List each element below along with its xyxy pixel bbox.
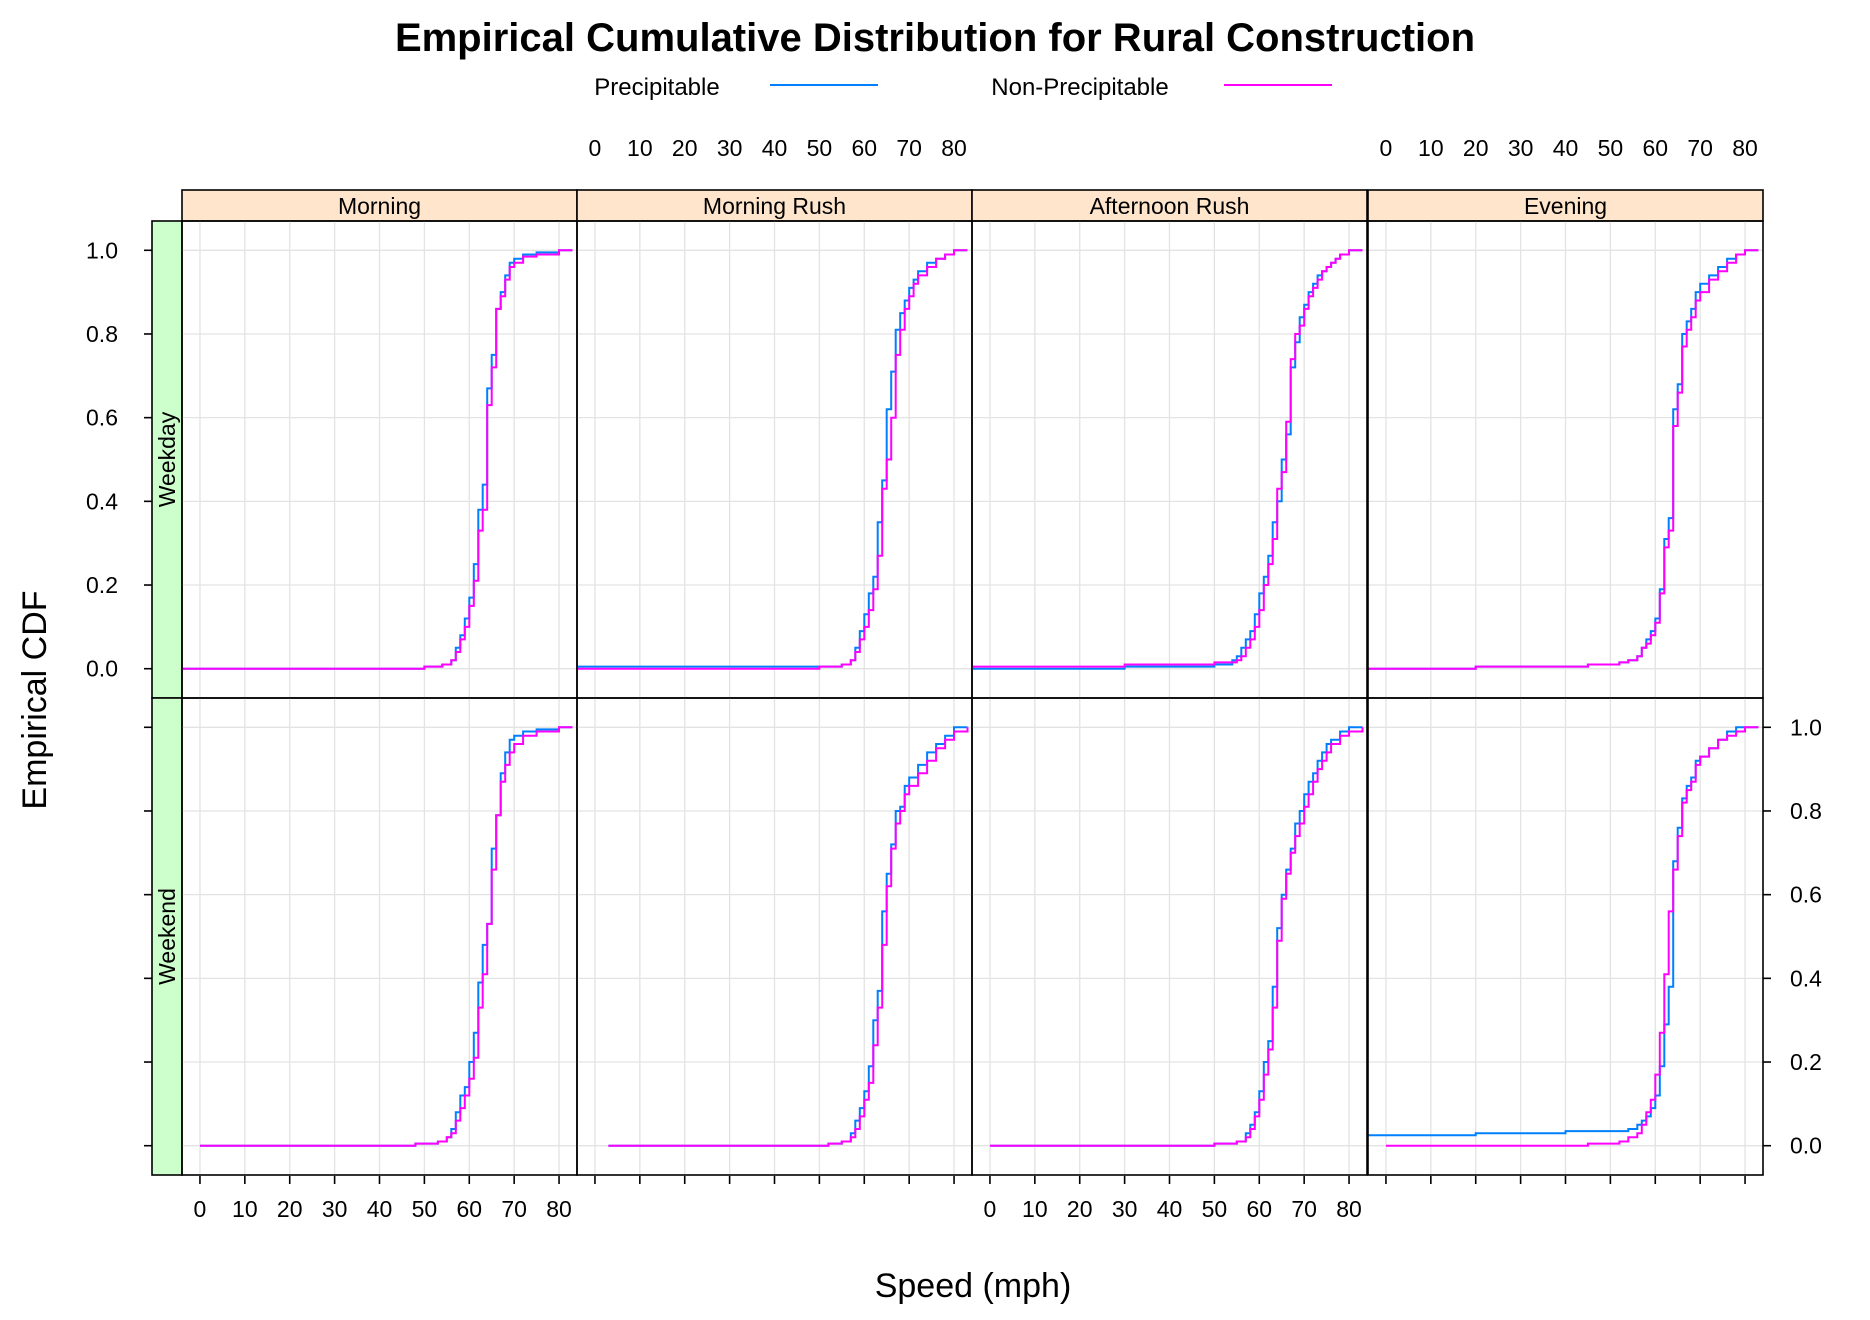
- x-tick-label: 60: [456, 1196, 482, 1222]
- x-tick-label: 0: [194, 1196, 207, 1222]
- ecdf-line-non-precipitable: [972, 249, 1363, 668]
- x-tick-label: 80: [1732, 135, 1758, 161]
- legend-label-non-precipitable: Non-Precipitable: [991, 74, 1168, 101]
- x-tick-label: 70: [896, 135, 922, 161]
- x-tick-label: 70: [1687, 135, 1713, 161]
- x-axis-bottom-morning-rush: [594, 1176, 955, 1184]
- y-tick-label: 0.8: [1790, 798, 1822, 824]
- strip-evening: [1367, 189, 1764, 222]
- panel-weekday-morning: [181, 220, 578, 699]
- strip-label-morning-rush: Morning Rush: [703, 193, 846, 219]
- x-tick-label: 10: [1418, 135, 1444, 161]
- ecdf-line-precipitable: [577, 249, 968, 668]
- x-tick-label: 60: [851, 135, 877, 161]
- panel-weekday-morning-rush: [576, 220, 973, 699]
- x-tick-label: 30: [322, 1196, 348, 1222]
- y-axis-title: Empirical CDF: [16, 590, 54, 809]
- ecdf-line-precipitable: [608, 726, 968, 1147]
- x-axis-bottom-afternoon-rush: 0 10 20 30 40 50 60 70 80: [984, 1176, 1362, 1222]
- x-tick-label: 70: [501, 1196, 527, 1222]
- ecdf-line-non-precipitable: [182, 249, 573, 670]
- ecdf-line-precipitable: [990, 726, 1363, 1147]
- x-tick-label: 60: [1246, 1196, 1272, 1222]
- strip-afternoon-rush: [971, 189, 1368, 222]
- x-tick-label: 0: [589, 135, 602, 161]
- ecdf-line-non-precipitable: [577, 249, 968, 670]
- x-tick-label: 50: [1202, 1196, 1228, 1222]
- ecdf-line-non-precipitable: [1386, 726, 1759, 1147]
- x-tick-label: 20: [1463, 135, 1489, 161]
- x-axis-top-evening: 0 10 20 30 40 50 60 70 80: [1380, 135, 1758, 161]
- x-tick-label: 30: [1508, 135, 1534, 161]
- panel-weekday-evening: [1367, 220, 1764, 699]
- x-tick-label: 80: [1336, 1196, 1362, 1222]
- strip-morning-rush: [576, 189, 973, 222]
- x-tick-label: 60: [1642, 135, 1668, 161]
- y-tick-label: 0.0: [86, 656, 118, 682]
- x-tick-label: 20: [672, 135, 698, 161]
- x-tick-label: 30: [717, 135, 743, 161]
- panel-border: [971, 697, 1368, 1176]
- x-axis-title: Speed (mph): [875, 1267, 1072, 1305]
- x-tick-label: 50: [412, 1196, 438, 1222]
- ecdf-line-non-precipitable: [990, 727, 1364, 1147]
- panel-border: [1367, 697, 1764, 1176]
- panels: [181, 220, 1764, 1176]
- ecdf-line-non-precipitable: [608, 727, 969, 1147]
- y-tick-label: 1.0: [86, 237, 118, 263]
- ecdf-line-precipitable: [200, 726, 573, 1147]
- x-tick-label: 80: [546, 1196, 572, 1222]
- x-tick-label: 0: [984, 1196, 997, 1222]
- y-tick-label: 0.2: [86, 572, 118, 598]
- panel-weekend-evening: [1367, 697, 1764, 1176]
- x-tick-label: 40: [1553, 135, 1579, 161]
- legend-label-precipitable: Precipitable: [594, 74, 719, 101]
- x-axis-top-morning-rush: 0 10 20 30 40 50 60 70 80: [589, 135, 967, 161]
- y-tick-label: 0.4: [86, 488, 118, 514]
- y-axis-left-weekend: [144, 726, 152, 1147]
- x-tick-label: 40: [762, 135, 788, 161]
- x-tick-label: 0: [1380, 135, 1393, 161]
- y-axis-right-weekend: 0.0 0.2 0.4 0.6 0.8 1.0: [1763, 714, 1822, 1159]
- y-tick-label: 0.0: [1790, 1133, 1822, 1159]
- chart-title: Empirical Cumulative Distribution for Ru…: [395, 16, 1475, 60]
- x-tick-label: 80: [941, 135, 967, 161]
- y-tick-label: 0.6: [86, 405, 118, 431]
- panel-weekend-afternoon-rush: [971, 697, 1368, 1176]
- y-tick-label: 0.8: [86, 321, 118, 347]
- x-tick-label: 40: [367, 1196, 393, 1222]
- y-tick-label: 0.6: [1790, 882, 1822, 908]
- strip-label-weekend: Weekend: [154, 888, 180, 985]
- strip-label-weekday: Weekday: [154, 411, 180, 507]
- strip-label-afternoon-rush: Afternoon Rush: [1090, 193, 1250, 219]
- x-tick-label: 70: [1291, 1196, 1317, 1222]
- x-tick-label: 10: [232, 1196, 258, 1222]
- x-tick-label: 20: [277, 1196, 303, 1222]
- panel-weekday-afternoon-rush: [971, 220, 1368, 699]
- strip-labels: Morning Morning Rush Afternoon Rush Evening…: [151, 189, 1764, 1176]
- strip-label-morning: Morning: [338, 193, 421, 219]
- legend: Precipitable Non-Precipitable: [594, 74, 1332, 101]
- x-axis-bottom-morning: 0 10 20 30 40 50 60 70 80: [194, 1176, 572, 1222]
- x-tick-label: 10: [1022, 1196, 1048, 1222]
- x-tick-label: 50: [807, 135, 833, 161]
- ecdf-line-non-precipitable: [1368, 249, 1759, 670]
- strip-label-evening: Evening: [1524, 193, 1607, 219]
- x-tick-label: 30: [1112, 1196, 1138, 1222]
- panel-weekend-morning-rush: [576, 697, 973, 1176]
- x-tick-label: 50: [1598, 135, 1624, 161]
- x-tick-label: 40: [1157, 1196, 1183, 1222]
- ecdf-line-non-precipitable: [200, 726, 573, 1147]
- axes: 0 10 20 30 40 50 60 70 80 0 10 20 30 40 50 60 70 80 0 10 20 3…: [86, 135, 1822, 1222]
- y-tick-label: 0.4: [1790, 965, 1822, 991]
- panel-weekend-morning: [181, 697, 578, 1176]
- strip-weekend: [151, 697, 183, 1176]
- y-tick-label: 0.2: [1790, 1049, 1822, 1075]
- x-axis-bottom-evening: [1385, 1176, 1746, 1184]
- x-tick-label: 10: [627, 135, 653, 161]
- y-axis-left-weekday: 0.0 0.2 0.4 0.6 0.8 1.0: [86, 237, 152, 682]
- x-tick-label: 20: [1067, 1196, 1093, 1222]
- y-tick-label: 1.0: [1790, 714, 1822, 740]
